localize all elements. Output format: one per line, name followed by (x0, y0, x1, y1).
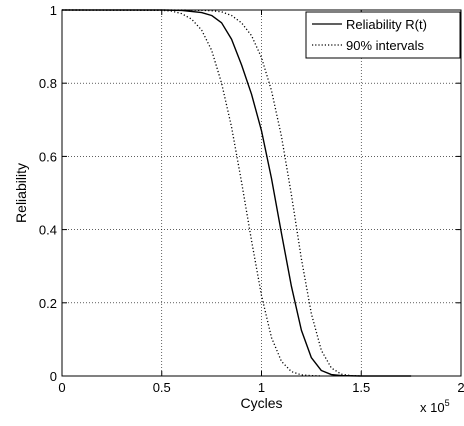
legend: Reliability R(t) 90% intervals (305, 11, 461, 59)
x-axis-multiplier-base: x 10 (420, 400, 445, 415)
series-layer (61, 9, 412, 377)
series-line-0 (62, 9, 412, 377)
legend-entry-intervals: 90% intervals (346, 38, 425, 53)
y-tick-label-0: 0 (50, 369, 57, 384)
x-tick-label-4: 2 (457, 380, 464, 395)
y-tick-label-1: 0.2 (39, 296, 57, 311)
x-axis-multiplier-exponent: 5 (445, 398, 450, 408)
x-axis-multiplier: x 105 (420, 398, 450, 415)
legend-entry-reliability: Reliability R(t) (346, 17, 427, 32)
x-axis-label: Cycles (240, 395, 282, 411)
grid (62, 10, 461, 376)
legend-box (305, 11, 461, 59)
x-tick-label-0: 0 (58, 380, 65, 395)
ticks: 0 0.5 1 1.5 2 0 0.2 0.4 0.6 0.8 1 (39, 3, 464, 395)
x-tick-label-3: 1.5 (352, 380, 370, 395)
y-tick-label-2: 0.4 (39, 223, 57, 238)
x-tick-label-2: 1 (258, 380, 265, 395)
y-axis-label: Reliability (13, 163, 29, 223)
series-line-1 (61, 9, 322, 377)
y-tick-label-5: 1 (50, 3, 57, 18)
y-tick-label-3: 0.6 (39, 149, 57, 164)
x-tick-label-1: 0.5 (153, 380, 171, 395)
y-tick-label-4: 0.8 (39, 76, 57, 91)
